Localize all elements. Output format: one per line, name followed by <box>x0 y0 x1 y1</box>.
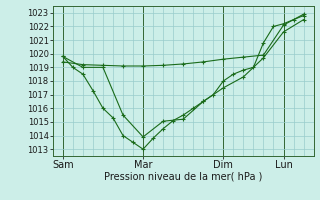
X-axis label: Pression niveau de la mer( hPa ): Pression niveau de la mer( hPa ) <box>104 172 262 182</box>
